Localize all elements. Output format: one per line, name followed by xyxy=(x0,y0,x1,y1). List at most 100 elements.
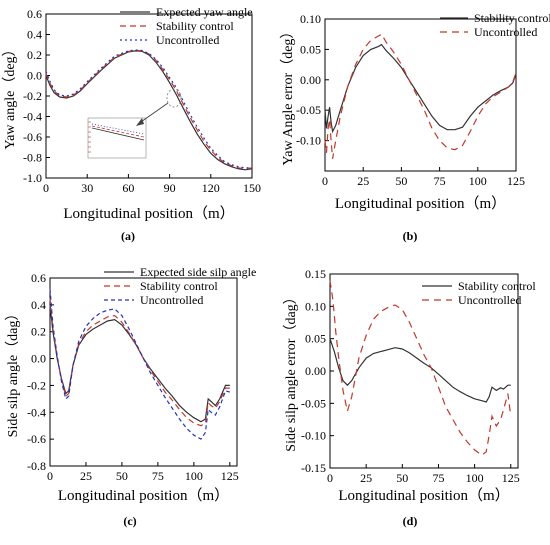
plot-frame xyxy=(324,18,517,172)
y-axis-label: Side silp angle（dag） xyxy=(5,307,21,438)
y-tick-label: -0.6 xyxy=(27,432,46,446)
x-tick-label: 50 xyxy=(396,471,408,485)
x-tick-label: 75 xyxy=(434,174,446,188)
series-line-0 xyxy=(329,338,511,403)
y-axis-label: Yaw Angle error（deg） xyxy=(280,25,296,166)
legend-label: Uncontrolled xyxy=(156,33,219,47)
x-tick-label: 60 xyxy=(122,181,134,195)
legend-label: Stability control xyxy=(156,19,234,33)
inset-line xyxy=(91,127,145,141)
y-tick-label: 0.15 xyxy=(305,267,326,281)
y-tick-label: -0.4 xyxy=(27,405,46,419)
y-tick-label: -0.8 xyxy=(23,151,42,165)
legend-label: Stability control xyxy=(458,279,536,293)
x-tick-label: 150 xyxy=(243,181,261,195)
y-tick-label: 0.4 xyxy=(27,28,42,42)
y-tick-label: -0.6 xyxy=(23,130,42,144)
series-line-1 xyxy=(45,49,253,170)
legend-label: Expected side silp angle xyxy=(140,265,256,279)
y-axis-label: Side silp angle error（dag） xyxy=(283,290,299,451)
y-tick-label: 0.4 xyxy=(31,298,46,312)
x-tick-label: 50 xyxy=(116,469,128,483)
x-tick-label: 30 xyxy=(81,181,93,195)
panel-caption: (a) xyxy=(121,229,135,243)
y-tick-label: -0.05 xyxy=(301,396,326,410)
x-tick-label: 0 xyxy=(47,469,53,483)
y-tick-label: 0.2 xyxy=(31,325,46,339)
panel-caption: (d) xyxy=(403,514,418,528)
x-tick-label: 50 xyxy=(395,174,407,188)
legend-label: Uncontrolled xyxy=(458,293,521,307)
y-tick-label: -0.05 xyxy=(296,103,321,117)
x-tick-label: 100 xyxy=(185,469,203,483)
chart-panel-d: 0 25 50 75 100 125 -0.15 -0.10 -0.05 0.00 0.05 0.10… xyxy=(283,267,536,528)
y-tick-label: 0.6 xyxy=(31,271,46,285)
y-tick-label: 0.10 xyxy=(300,12,321,26)
y-tick-label: -0.4 xyxy=(23,110,42,124)
x-tick-label: 0 xyxy=(322,174,328,188)
panel-caption: (c) xyxy=(123,514,136,528)
series-line-0 xyxy=(45,50,253,171)
series-line-0 xyxy=(324,43,517,134)
x-tick-label: 25 xyxy=(360,471,372,485)
y-tick-label: -0.15 xyxy=(301,461,326,475)
series-line-1 xyxy=(329,280,512,456)
inset-frame xyxy=(87,117,147,159)
x-tick-label: 90 xyxy=(164,181,176,195)
y-tick-label: 0.6 xyxy=(27,7,42,21)
series-line-1 xyxy=(324,33,517,159)
x-tick-label: 25 xyxy=(357,174,369,188)
series-line-1 xyxy=(49,298,230,427)
chart-panel-a: 0 30 60 90 120 150 -1.0 -0.8 -0.6 -0.4 -0.2 0.0 0.2 0… xyxy=(2,5,261,243)
y-tick-label: -0.2 xyxy=(27,378,46,392)
x-tick-label: 125 xyxy=(502,471,520,485)
legend-label: Stability control xyxy=(474,11,550,25)
y-tick-label: 0.05 xyxy=(300,42,321,56)
y-tick-label: 0.10 xyxy=(305,299,326,313)
y-tick-label: 0.05 xyxy=(305,332,326,346)
y-tick-label: 0.2 xyxy=(27,48,42,62)
legend-label: Uncontrolled xyxy=(474,25,537,39)
y-tick-label: 0.00 xyxy=(300,73,321,87)
y-tick-label: 0.0 xyxy=(31,352,46,366)
inset-line xyxy=(91,125,145,138)
zoom-arrow xyxy=(137,102,169,125)
legend-label: Stability control xyxy=(140,279,218,293)
y-tick-label: -0.10 xyxy=(296,134,321,148)
series-line-0 xyxy=(49,304,230,423)
x-tick-label: 100 xyxy=(469,174,487,188)
x-tick-label: 125 xyxy=(507,174,525,188)
x-tick-label: 120 xyxy=(202,181,220,195)
y-tick-label: 0.00 xyxy=(305,364,326,378)
series-line-2 xyxy=(45,49,252,169)
x-tick-label: 125 xyxy=(221,469,239,483)
x-tick-label: 75 xyxy=(432,471,444,485)
x-tick-label: 25 xyxy=(80,469,92,483)
panel-caption: (b) xyxy=(403,229,418,243)
y-tick-label: -0.10 xyxy=(301,429,326,443)
plot-frame xyxy=(45,13,253,179)
y-tick-label: -0.2 xyxy=(23,89,42,103)
x-tick-label: 75 xyxy=(152,469,164,483)
x-tick-label: 100 xyxy=(466,471,484,485)
plot-frame xyxy=(49,277,238,467)
y-tick-label: -1.0 xyxy=(23,171,42,185)
zoom-arrowhead xyxy=(136,118,144,126)
x-axis-label: Longitudinal position（m） xyxy=(58,487,229,504)
x-tick-label: 0 xyxy=(327,471,333,485)
y-tick-label: 0.0 xyxy=(27,69,42,83)
x-axis-label: Longitudinal position（m） xyxy=(335,195,506,212)
y-tick-label: -0.8 xyxy=(27,459,46,473)
zoom-marker xyxy=(166,88,182,108)
x-tick-label: 0 xyxy=(43,181,49,195)
y-axis-label: Yaw angle（deg） xyxy=(2,42,18,149)
x-axis-label: Longitudinal position（m） xyxy=(338,487,509,504)
legend-label: Expected yaw angle xyxy=(156,5,253,19)
x-axis-label: Longitudinal position（m） xyxy=(63,205,234,222)
